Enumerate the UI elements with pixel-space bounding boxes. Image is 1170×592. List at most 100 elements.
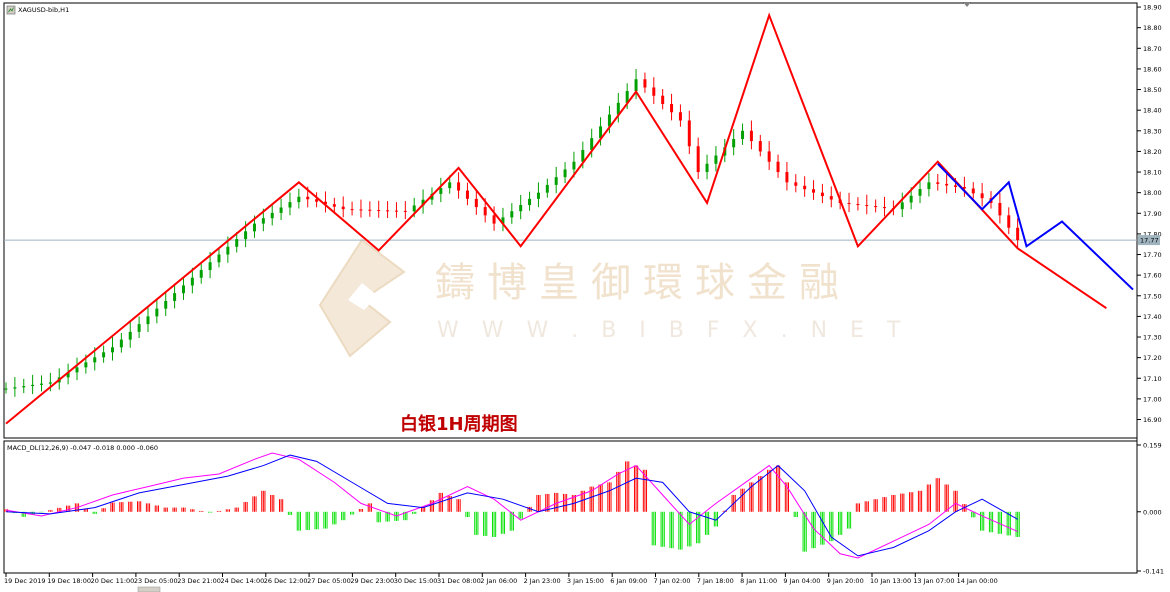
macd-title: MACD_DL(12,26,9) -0.047 -0.018 0.000 -0.… <box>7 444 158 452</box>
time-tick-label: 3 Jan 15:00 <box>567 577 604 585</box>
candle-body <box>164 300 168 309</box>
candle-body <box>377 210 381 212</box>
horizontal-scroll-thumb[interactable] <box>137 586 161 592</box>
candle-body <box>93 357 97 363</box>
candle-body <box>634 79 638 92</box>
candle-body <box>714 155 718 164</box>
candle-body <box>75 367 79 373</box>
candle-body <box>137 324 141 332</box>
price-tick-label: 17.90 <box>1143 210 1162 218</box>
time-tick-label: 31 Dec 08:00 <box>437 577 481 585</box>
price-tick-label: 18.30 <box>1143 127 1162 135</box>
candle-body <box>465 190 469 199</box>
chart-shift-marker-icon[interactable] <box>963 2 971 7</box>
candle-body <box>874 206 878 208</box>
candle-body <box>421 199 425 206</box>
candle-body <box>244 231 248 240</box>
candle-body <box>457 182 461 191</box>
time-tick-label: 23 Dec 05:00 <box>134 577 178 585</box>
candle-body <box>572 161 576 170</box>
candle-body <box>350 209 354 211</box>
price-tick-label: 18.80 <box>1143 24 1162 32</box>
candle-body <box>865 205 869 207</box>
candle-body <box>803 185 807 190</box>
time-tick-label: 23 Dec 21:00 <box>177 577 221 585</box>
candle-body <box>643 79 647 88</box>
price-tick-label: 18.40 <box>1143 107 1162 115</box>
time-tick-label: 9 Jan 20:00 <box>827 577 864 585</box>
candle-body <box>1007 215 1011 228</box>
candle-body <box>696 146 700 173</box>
candle-body <box>13 387 17 389</box>
candle-body <box>323 201 327 205</box>
price-tick-label: 17.20 <box>1143 354 1162 362</box>
candle-body <box>181 285 185 294</box>
time-axis: 19 Dec 2019 19 Dec 18:00 20 Dec 11:00 23 De… <box>4 573 998 585</box>
candle-body <box>767 151 771 162</box>
candle-body <box>962 186 966 189</box>
candle-body <box>616 102 620 115</box>
macd-line-magenta <box>5 452 1018 559</box>
candle-body <box>971 188 975 194</box>
price-tick-label: 17.60 <box>1143 272 1162 280</box>
candle-body <box>226 246 230 255</box>
time-tick-label: 27 Dec 05:00 <box>307 577 351 585</box>
candle-body <box>39 383 43 385</box>
candle-body <box>217 254 221 263</box>
candle-body <box>368 209 372 211</box>
candle-body <box>794 182 798 186</box>
candle-body <box>394 210 398 212</box>
candle-body <box>84 362 88 368</box>
candle-body <box>528 198 532 206</box>
candle-body <box>4 388 8 390</box>
candle-body <box>235 239 239 247</box>
time-tick-label: 26 Dec 12:00 <box>264 577 308 585</box>
candle-body <box>856 204 860 206</box>
candle-body <box>954 185 958 187</box>
candle-body <box>439 188 443 194</box>
candle-body <box>581 149 585 162</box>
candle-body <box>199 269 203 278</box>
zigzag-blue-line <box>937 163 1134 291</box>
candle-body <box>563 169 567 178</box>
candle-body <box>980 193 984 199</box>
candle-body <box>554 177 558 185</box>
candle-body <box>501 217 505 224</box>
price-tick-label: 17.50 <box>1143 292 1162 300</box>
candle-body <box>625 91 629 103</box>
price-tick-label: 17.70 <box>1143 251 1162 259</box>
watermark-logo-inner <box>348 283 378 310</box>
candle-body <box>927 182 931 190</box>
candle-body <box>510 211 514 218</box>
candle-body <box>998 202 1002 216</box>
candle-body <box>474 198 478 208</box>
candle-body <box>386 210 390 212</box>
candle-body <box>270 212 274 219</box>
price-tick-label: 18.50 <box>1143 86 1162 94</box>
candle-body <box>776 161 780 173</box>
candle-body <box>1016 227 1020 241</box>
price-tick-label: 16.90 <box>1143 416 1162 424</box>
candle-body <box>519 205 523 212</box>
candle-body <box>678 112 682 121</box>
candle-body <box>670 103 674 113</box>
candle-body <box>812 189 816 193</box>
candle-body <box>297 196 301 203</box>
price-tick-label: 18.70 <box>1143 45 1162 53</box>
price-tick-label: 17.80 <box>1143 230 1162 238</box>
candle-body <box>128 331 132 340</box>
time-tick-label: 29 Dec 23:00 <box>350 577 394 585</box>
candle-body <box>732 139 736 148</box>
annotation-label: 白银1H周期图 <box>400 413 518 435</box>
price-tick-label: 17.10 <box>1143 375 1162 383</box>
time-tick-label: 6 Jan 09:00 <box>610 577 647 585</box>
price-tick-label: 18.60 <box>1143 65 1162 73</box>
candle-body <box>590 138 594 150</box>
chart-title: XAGUSD-bib,H1 <box>18 6 69 14</box>
candle-body <box>48 382 52 384</box>
candle-body <box>412 205 416 212</box>
candle-body <box>900 202 904 210</box>
price-tick-label: 17.40 <box>1143 313 1162 321</box>
candle-body <box>607 114 611 127</box>
